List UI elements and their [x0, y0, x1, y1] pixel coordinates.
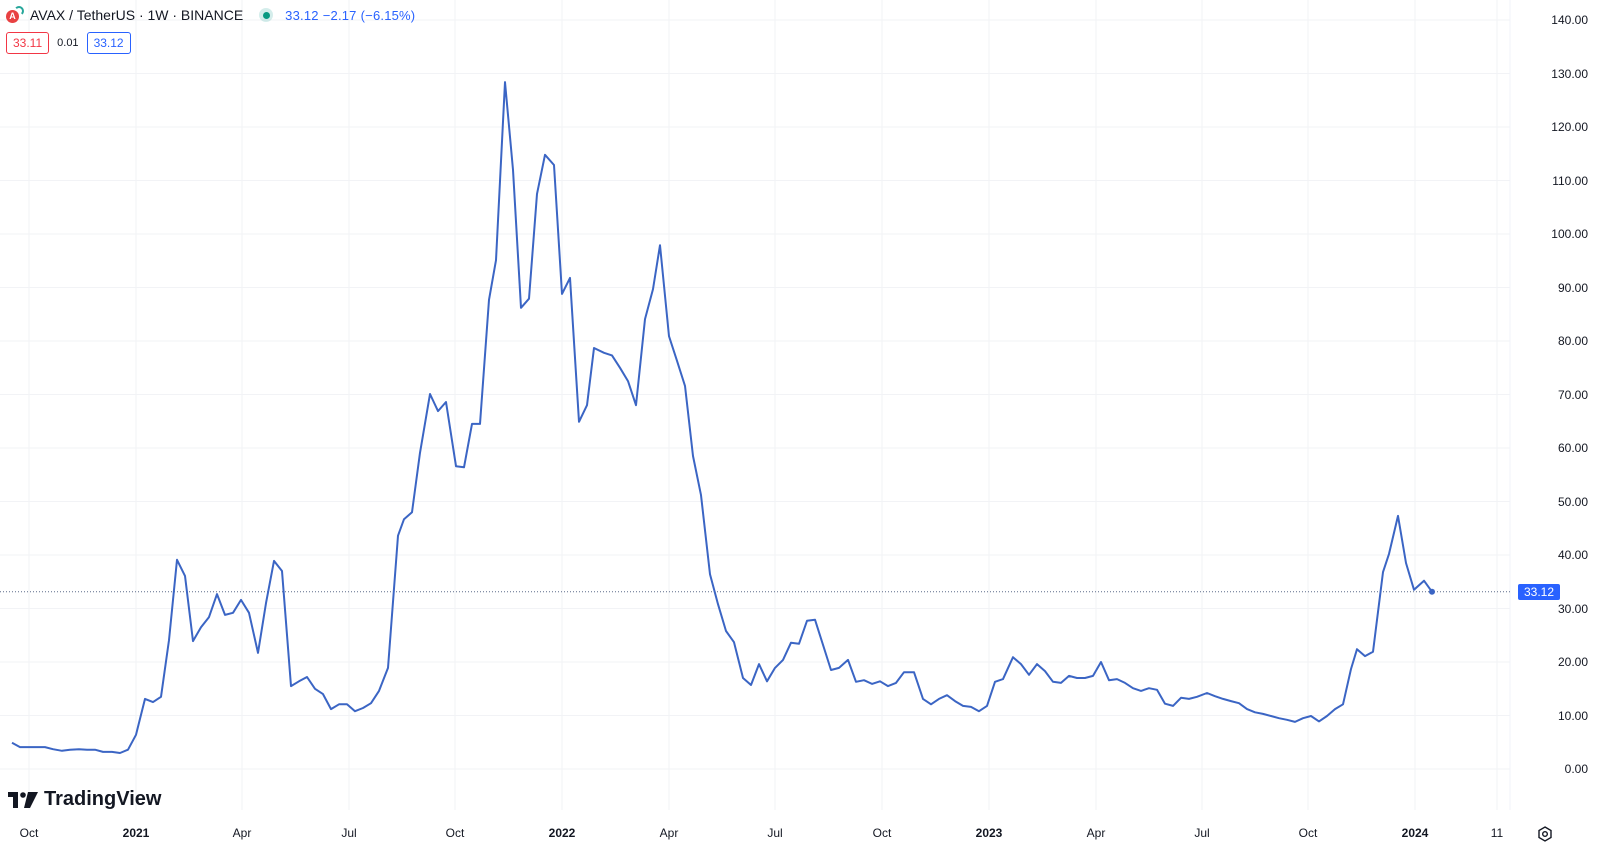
- market-status-icon: [259, 8, 274, 22]
- time-axis-label: 2021: [122, 826, 150, 840]
- avax-logo-icon: A: [6, 6, 24, 24]
- price-axis-label: 140.00: [1551, 13, 1588, 27]
- price-axis-label: 10.00: [1557, 708, 1588, 723]
- price-axis-label: 70.00: [1557, 387, 1588, 402]
- price-axis-label: 120.00: [1551, 120, 1588, 134]
- price-axis-label: 110.00: [1552, 173, 1588, 188]
- price-axis-label: 80.00: [1557, 334, 1588, 348]
- sell-button[interactable]: 33.11: [6, 32, 50, 54]
- price-line-series: [11, 81, 1433, 754]
- price-axis-label: 130.00: [1551, 66, 1588, 81]
- time-axis-label: 11: [1490, 826, 1504, 840]
- price-axis-label: 50.00: [1557, 494, 1588, 509]
- price-axis-label: 0.00: [1564, 762, 1588, 776]
- time-axis-label: 2023: [975, 826, 1003, 840]
- last-price-dot: [1429, 588, 1435, 595]
- price-change: −2.17: [322, 7, 357, 23]
- tradingview-brand[interactable]: TradingView: [8, 788, 161, 811]
- price-axis-label: 90.00: [1557, 280, 1588, 295]
- last-price: 33.12: [285, 7, 319, 23]
- spread-value: 0.01: [57, 37, 79, 49]
- price-axis-label: 60.00: [1557, 441, 1588, 455]
- price-axis-label: 100.00: [1551, 227, 1588, 241]
- time-axis-label: Jul: [1194, 826, 1210, 840]
- symbol-title[interactable]: AVAX / TetherUS · 1W · BINANCE: [30, 7, 244, 23]
- price-axis-label: 20.00: [1557, 655, 1588, 669]
- price-axis-label: 40.00: [1557, 548, 1588, 562]
- time-axis-label: Apr: [232, 826, 252, 840]
- quote-values: 33.12 −2.17 (−6.15%): [285, 8, 419, 23]
- bid-ask-row: 33.11 0.01 33.12: [6, 32, 131, 54]
- time-axis-label: Apr: [1086, 826, 1106, 840]
- brand-name: TradingView: [44, 788, 162, 810]
- time-axis-label: Apr: [659, 826, 679, 840]
- current-price-tag: 33.12: [1518, 583, 1560, 600]
- chart-grid: [0, 0, 1510, 810]
- buy-button[interactable]: 33.12: [86, 32, 131, 54]
- gear-icon[interactable]: [1537, 826, 1553, 842]
- time-axis-label: Oct: [19, 826, 39, 840]
- tradingview-logo-icon: [8, 791, 38, 808]
- time-axis-label: 2022: [548, 826, 576, 840]
- price-change-pct: (−6.15%): [360, 7, 416, 23]
- time-axis-label: Jul: [767, 826, 783, 840]
- price-axis-label: 30.00: [1557, 601, 1588, 616]
- time-axis-label: Oct: [1298, 826, 1318, 840]
- time-axis-label: 2024: [1401, 826, 1429, 840]
- time-axis-label: Oct: [445, 826, 465, 840]
- time-axis-label: Oct: [872, 826, 892, 840]
- symbol-header: A AVAX / TetherUS · 1W · BINANCE 33.12 −2…: [6, 6, 419, 24]
- time-axis-label: Jul: [341, 826, 357, 840]
